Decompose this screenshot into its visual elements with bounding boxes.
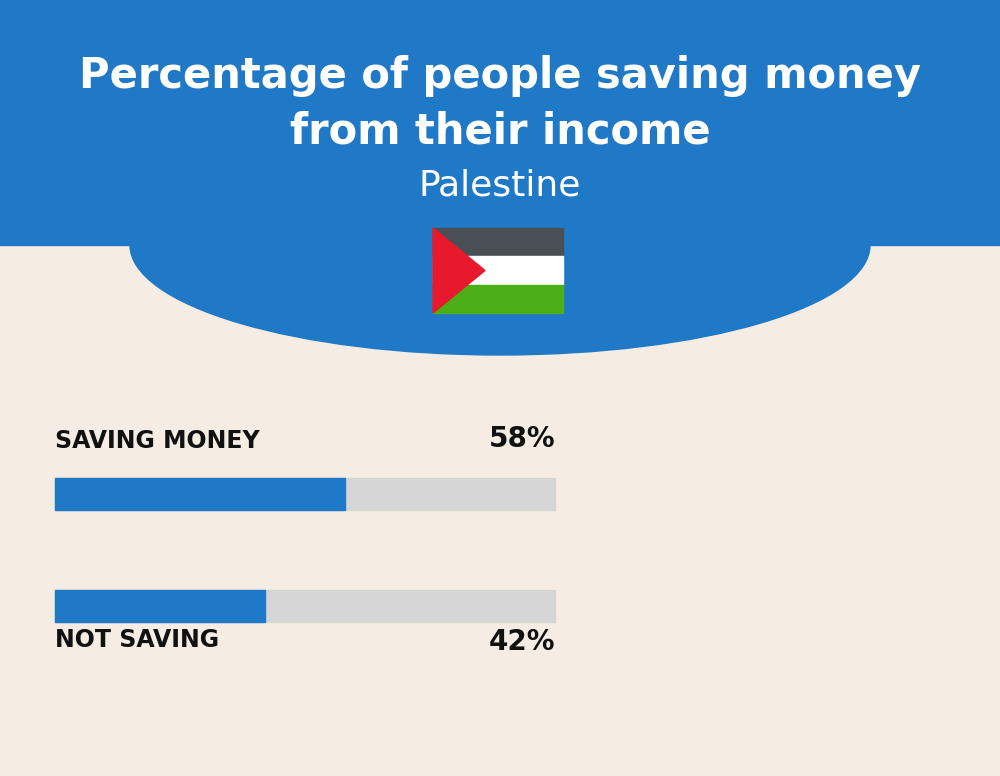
Text: SAVING MONEY: SAVING MONEY [55,429,260,453]
Text: 42%: 42% [488,628,555,656]
Text: Palestine: Palestine [419,168,581,202]
Text: NOT SAVING: NOT SAVING [55,628,219,652]
Text: 58%: 58% [488,425,555,453]
Bar [433,256,563,285]
Polygon shape [433,228,485,313]
Ellipse shape [130,135,870,355]
Bar [433,285,563,313]
Bar [55,478,555,510]
Bar [55,590,265,622]
Text: Percentage of people saving money: Percentage of people saving money [79,55,921,97]
Bar [0,0,1000,245]
Bar [433,228,563,256]
Bar [55,590,555,622]
Bar [55,478,345,510]
Text: from their income: from their income [290,110,710,152]
